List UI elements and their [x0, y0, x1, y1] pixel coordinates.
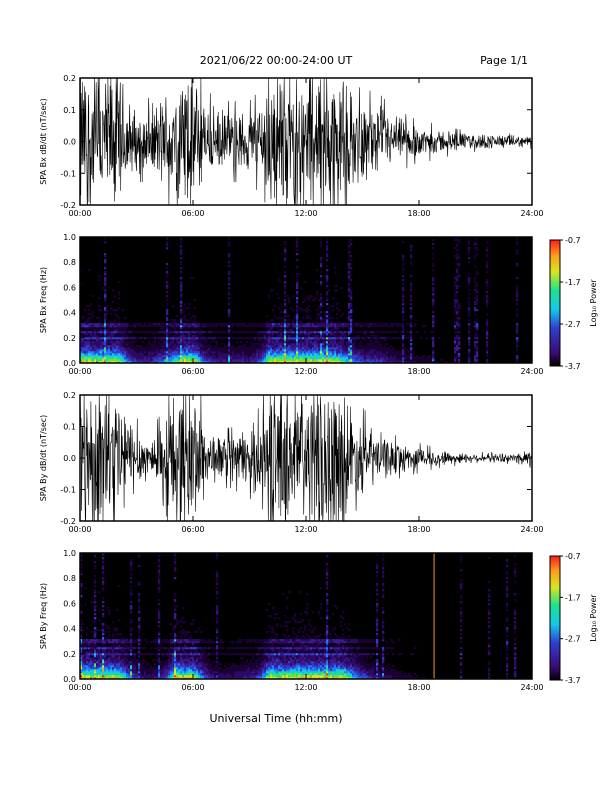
- y-tick-label: 0.8: [63, 258, 76, 267]
- y-tick-label: 0.0: [63, 454, 76, 463]
- colorbar-tick-label: -3.7: [565, 362, 581, 371]
- page-indicator: Page 1/1: [480, 54, 528, 67]
- x-tick-label: 06:00: [181, 209, 204, 218]
- y-tick-label: 0.4: [63, 309, 76, 318]
- x-tick-label: 12:00: [294, 367, 317, 376]
- colorbar-tick-label: -2.7: [565, 635, 581, 644]
- y-tick-label: -0.1: [60, 486, 76, 495]
- colorbar-scale: [550, 240, 560, 366]
- y-tick-label: -0.1: [60, 169, 76, 178]
- x-tick-label: 06:00: [181, 525, 204, 534]
- y-tick-label: 0.0: [63, 359, 76, 368]
- waveform-trace: [80, 78, 532, 205]
- x-tick-label: 18:00: [407, 367, 430, 376]
- y-axis-label: SPA Bx dB/dt (nT/sec): [39, 98, 48, 185]
- date-range-title: 2021/06/22 00:00-24:00 UT: [200, 54, 353, 67]
- y-tick-label: -0.2: [60, 517, 76, 526]
- colorbar-tick-label: -0.7: [565, 552, 581, 561]
- y-axis-label: SPA By dB/dt (nT/sec): [39, 415, 48, 502]
- colorbar-tick-label: -3.7: [565, 676, 581, 685]
- bx-waveform-panel: 00:00 06:00 12:00 18:00 24:00 0.2 0.1 0.0 -0.1 -0…: [39, 74, 544, 218]
- y-tick-label: 0.4: [63, 625, 76, 634]
- y-tick-label: 0.1: [63, 106, 76, 115]
- colorbar-tick-label: -1.7: [565, 593, 581, 602]
- x-tick-label: 00:00: [68, 367, 91, 376]
- y-tick-label: 0.6: [63, 283, 76, 292]
- colorbar-label: Log₁₀ Power: [589, 279, 598, 327]
- x-tick-label: 06:00: [181, 367, 204, 376]
- by-spectrogram-panel: 00:00 06:00 12:00 18:00 24:00 1.0 0.8 0.6 0.4 0.2…: [39, 549, 544, 692]
- x-tick-label: 18:00: [407, 209, 430, 218]
- x-tick-label: 18:00: [407, 525, 430, 534]
- y-tick-label: -0.2: [60, 201, 76, 210]
- y-tick-label: 0.0: [63, 675, 76, 684]
- waveform-trace: [80, 395, 532, 521]
- x-tick-label: 24:00: [520, 367, 543, 376]
- y-axis-label: SPA Bx Freq (Hz): [39, 267, 48, 333]
- x-tick-label: 12:00: [294, 683, 317, 692]
- y-tick-label: 0.1: [63, 423, 76, 432]
- y-tick-label: 0.0: [63, 138, 76, 147]
- x-tick-label: 00:00: [68, 209, 91, 218]
- colorbar-scale: [550, 556, 560, 680]
- x-tick-label: 00:00: [68, 683, 91, 692]
- x-axis-title: Universal Time (hh:mm): [210, 712, 343, 725]
- colorbar-tick-label: -2.7: [565, 320, 581, 329]
- colorbar-tick-label: -1.7: [565, 278, 581, 287]
- y-tick-label: 1.0: [63, 549, 76, 558]
- y-tick-label: 1.0: [63, 233, 76, 242]
- colorbar-tick-label: -0.7: [565, 236, 581, 245]
- y-tick-label: 0.2: [63, 334, 76, 343]
- x-tick-label: 24:00: [520, 525, 543, 534]
- x-tick-label: 12:00: [294, 209, 317, 218]
- y-tick-label: 0.2: [63, 74, 76, 83]
- by-waveform-panel: 00:00 06:00 12:00 18:00 24:00 0.2 0.1 0.0 -0.1 -0…: [39, 391, 544, 534]
- y-tick-label: 0.6: [63, 599, 76, 608]
- colorbar-label: Log₁₀ Power: [589, 594, 598, 642]
- y-tick-label: 0.2: [63, 391, 76, 400]
- x-tick-label: 18:00: [407, 683, 430, 692]
- x-tick-label: 24:00: [520, 683, 543, 692]
- y-axis-label: SPA By Freq (Hz): [39, 583, 48, 649]
- x-tick-label: 12:00: [294, 525, 317, 534]
- y-tick-label: 0.8: [63, 574, 76, 583]
- x-tick-label: 00:00: [68, 525, 91, 534]
- y-tick-label: 0.2: [63, 650, 76, 659]
- by-colorbar: -0.7 -1.7 -2.7 -3.7 Log₁₀ Power: [550, 552, 598, 685]
- bx-spectrogram-panel: 00:00 06:00 12:00 18:00 24:00 1.0 0.8 0.6 0.4 0.2…: [39, 233, 544, 376]
- bx-colorbar: -0.7 -1.7 -2.7 -3.7 Log₁₀ Power: [550, 236, 598, 371]
- x-tick-label: 24:00: [520, 209, 543, 218]
- x-tick-label: 06:00: [181, 683, 204, 692]
